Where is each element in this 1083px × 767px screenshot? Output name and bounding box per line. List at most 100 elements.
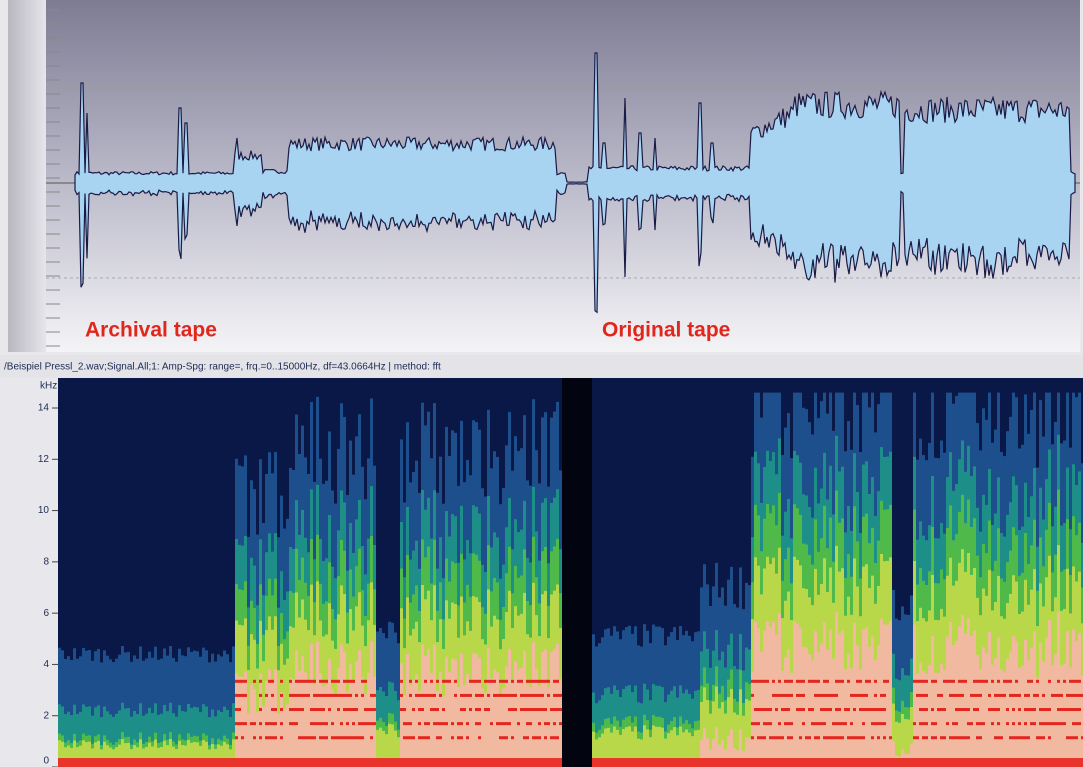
- spectrogram-band: [1018, 758, 1021, 767]
- spectrogram-band: [394, 758, 397, 767]
- spectrogram-band: [925, 736, 928, 739]
- spectrogram-band: [493, 680, 496, 683]
- spectrogram-band: [745, 758, 748, 767]
- spectrogram-band: [505, 680, 508, 683]
- spectrogram-band: [241, 758, 244, 767]
- spectrogram-band: [499, 758, 502, 767]
- spectrogram-band: [793, 758, 796, 767]
- axis-unit: kHz: [40, 381, 57, 392]
- spectrogram-band: [349, 664, 352, 767]
- spectrogram-band: [1078, 758, 1081, 767]
- spectrogram-band: [1036, 680, 1039, 683]
- spectrogram-band: [973, 694, 976, 697]
- spectrogram-band: [829, 736, 832, 739]
- spectrogram-band: [1048, 722, 1051, 725]
- spectrogram-band: [457, 722, 460, 725]
- spectrogram-band: [613, 758, 616, 767]
- spectrogram-band: [883, 736, 886, 739]
- spectrogram-band: [832, 736, 835, 739]
- spectrogram-band: [502, 688, 505, 767]
- spectrogram-band: [361, 736, 364, 739]
- spectrogram-band: [433, 758, 436, 767]
- spectrogram-band: [535, 708, 538, 711]
- spectrogram-band: [1060, 758, 1063, 767]
- spectrogram-band: [946, 637, 949, 767]
- spectrogram-band: [79, 758, 82, 767]
- spectrogram-band: [286, 704, 289, 767]
- spectrogram-band: [1042, 722, 1045, 725]
- spectrogram-band: [868, 680, 871, 683]
- spectrogram-band: [691, 758, 694, 767]
- spectrogram-band: [916, 758, 919, 767]
- spectrogram-band: [346, 680, 349, 683]
- spectrogram-band: [553, 722, 556, 725]
- spectrogram-band: [292, 694, 295, 697]
- spectrogram-band: [979, 669, 982, 767]
- spectrogram-band: [1072, 708, 1075, 711]
- spectrogram-band: [160, 758, 163, 767]
- spectrogram-band: [997, 637, 1000, 767]
- spectrogram-band: [244, 758, 247, 767]
- spectrogram-band: [352, 708, 355, 711]
- spectrogram-band: [382, 758, 385, 767]
- spectrogram-band: [337, 668, 340, 767]
- spectrogram-band: [151, 758, 154, 767]
- spectrogram-band: [1030, 680, 1033, 683]
- spectrogram-band: [367, 722, 370, 725]
- spectrogram-band: [1072, 680, 1075, 683]
- spectrogram-band: [298, 708, 301, 711]
- spectrogram-band: [475, 694, 478, 697]
- spectrogram-band: [853, 736, 856, 739]
- spectrogram-band: [370, 736, 373, 739]
- spectrogram-band: [526, 680, 529, 683]
- spectrogram-band: [364, 680, 367, 683]
- spectrogram-band: [787, 758, 790, 767]
- spectrogram-band: [385, 758, 388, 767]
- spectrogram-band: [931, 636, 934, 767]
- spectrogram-band: [418, 758, 421, 767]
- spectrogram-band: [811, 758, 814, 767]
- spectrogram-band: [847, 758, 850, 767]
- spectrogram-band: [424, 656, 427, 767]
- spectrogram-band: [373, 694, 376, 697]
- spectrogram-band: [439, 694, 442, 697]
- y-tick-label: 12: [38, 454, 50, 465]
- spectrogram-band: [298, 758, 301, 767]
- spectrogram-band: [952, 694, 955, 697]
- spectrogram-band: [1048, 620, 1051, 767]
- spectrogram-band: [1018, 708, 1021, 711]
- spectrogram-band: [844, 758, 847, 767]
- spectrogram-band: [235, 722, 238, 725]
- spectrogram-band: [364, 708, 367, 711]
- spectrogram-band: [112, 758, 115, 767]
- spectrogram-band: [676, 758, 679, 767]
- spectrogram-band: [886, 758, 889, 767]
- spectrogram-band: [955, 758, 958, 767]
- spectrogram-band: [490, 722, 493, 725]
- spectrogram-band: [826, 736, 829, 739]
- spectrogram-band: [853, 694, 856, 697]
- spectrogram-band: [256, 758, 259, 767]
- spectrogram-band: [418, 691, 421, 767]
- spectrogram-band: [1006, 680, 1009, 683]
- spectrogram-band: [772, 680, 775, 683]
- spectrogram-band: [826, 708, 829, 711]
- spectrogram-band: [268, 758, 271, 767]
- spectrogram-band: [514, 661, 517, 767]
- spectrogram-band: [697, 758, 700, 767]
- spectrogram-band: [940, 694, 943, 697]
- spectrogram-band: [511, 680, 514, 683]
- y-tick-label: 0: [43, 756, 49, 767]
- spectrogram-band: [487, 648, 490, 767]
- spectrogram-band: [343, 758, 346, 767]
- spectrogram-band: [739, 758, 742, 767]
- status-text: /Beispiel Pressl_2.wav;Signal.All;1: Amp…: [4, 362, 441, 373]
- spectrogram-band: [241, 722, 244, 725]
- spectrogram-band: [244, 671, 247, 767]
- spectrogram-band: [496, 722, 499, 725]
- spectrogram-band: [412, 758, 415, 767]
- spectrogram-band: [337, 758, 340, 767]
- spectrogram-band: [262, 758, 265, 767]
- spectrogram-band: [1015, 694, 1018, 697]
- spectrogram-band: [304, 694, 307, 697]
